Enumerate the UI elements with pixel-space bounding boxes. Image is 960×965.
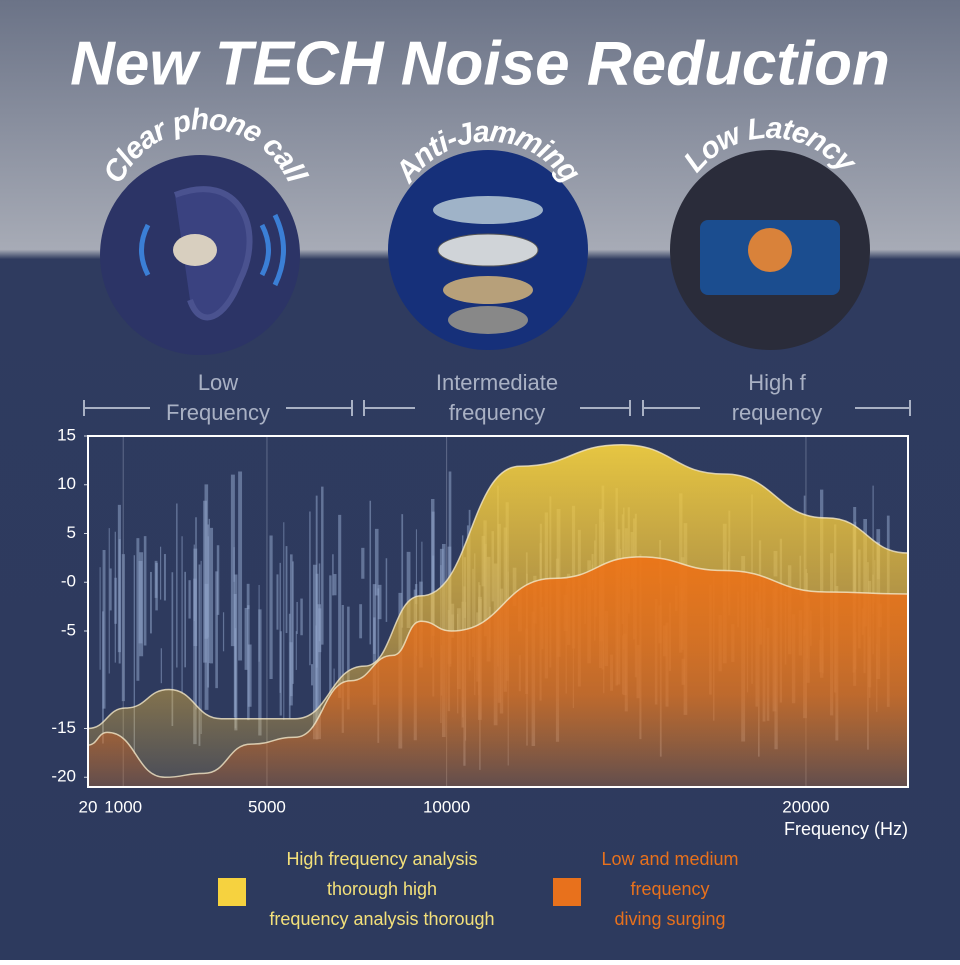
plot-frame (87, 435, 909, 788)
legend-label: thorough high (327, 879, 437, 899)
sound-waves (139, 213, 286, 287)
y-tick-label: 10 (57, 474, 76, 493)
area-edge (87, 444, 909, 730)
x-tick-label: 20 (79, 797, 98, 816)
area-edge (87, 556, 909, 779)
y-tick-label: 5 (67, 523, 76, 542)
bracket (83, 400, 353, 416)
earbud (173, 234, 217, 266)
band-label: Frequency (166, 400, 270, 425)
legend-label: Low and medium (601, 849, 738, 869)
speaker-ring (443, 276, 533, 304)
speaker-ring (437, 233, 539, 267)
speaker-ring (448, 306, 528, 334)
feature-images (100, 150, 870, 355)
band-labels: Low Frequency Intermediate frequency Hig… (166, 370, 822, 425)
y-tick-label: 15 (57, 425, 76, 444)
legend-label: diving surging (614, 909, 725, 929)
bracket (642, 400, 911, 416)
y-tick-label: -0 (61, 572, 76, 591)
legend-label: frequency (630, 879, 709, 899)
legend-swatch (553, 878, 581, 906)
legend-label: frequency analysis thorough (269, 909, 494, 929)
legend: High frequency analysis thorough high freq… (218, 849, 739, 929)
band-brackets (83, 400, 911, 416)
band-label: Low (198, 370, 238, 395)
area (88, 556, 908, 787)
game-hero (748, 228, 792, 272)
legend-swatch (218, 878, 246, 906)
legend-label: High frequency analysis (286, 849, 477, 869)
x-tick-label: 10000 (423, 797, 470, 816)
y-tick-label: -5 (61, 620, 76, 639)
speaker-ring (433, 196, 543, 224)
y-tick-label: -15 (51, 718, 76, 737)
band-label: High f (748, 370, 806, 395)
band-label: Intermediate (436, 370, 558, 395)
y-tick-label: -20 (51, 767, 76, 786)
x-tick-label: 20000 (782, 797, 829, 816)
bracket (363, 400, 631, 416)
title: New TECH Noise Reduction (70, 29, 890, 98)
band-label: frequency (449, 400, 546, 425)
x-tick-label: 1000 (104, 797, 142, 816)
band-label: requency (732, 400, 823, 425)
x-axis-label: Frequency (Hz) (784, 819, 908, 839)
x-tick-label: 5000 (248, 797, 286, 816)
